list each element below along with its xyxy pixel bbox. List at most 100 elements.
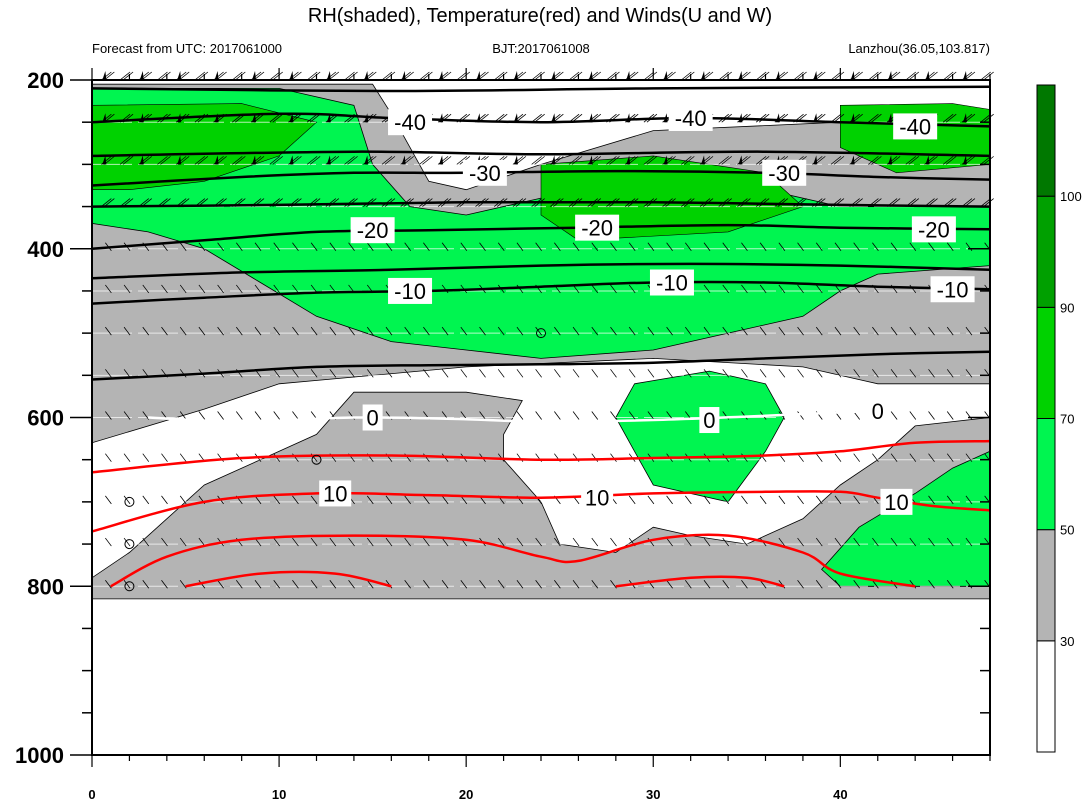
contour-label-bg xyxy=(699,407,720,434)
wind-barb xyxy=(741,326,748,336)
rh-region-green xyxy=(821,450,991,587)
wind-barb xyxy=(759,580,767,589)
forecast-subtitle: Forecast from UTC: 2017061000 xyxy=(92,41,282,56)
wind-barb xyxy=(684,495,692,505)
wind-barb xyxy=(703,242,711,251)
wind-flag xyxy=(962,113,967,123)
wind-barb xyxy=(347,71,358,81)
wind-barb xyxy=(554,537,561,547)
wind-barb xyxy=(703,369,711,378)
wind-barb xyxy=(292,495,299,505)
wind-barb xyxy=(646,71,658,81)
wind-barb xyxy=(554,580,561,589)
wind-barb xyxy=(628,369,636,378)
wind-barb xyxy=(610,284,617,294)
wind-flag xyxy=(102,71,107,80)
wind-barb xyxy=(531,71,542,81)
wind-barb xyxy=(344,156,355,165)
wind-barb xyxy=(419,156,430,165)
wind-barb xyxy=(909,411,917,420)
wind-barb xyxy=(741,537,748,547)
contour-label-bg xyxy=(911,216,956,243)
x-tick-label: 20 xyxy=(459,787,473,802)
wind-barb xyxy=(310,369,318,378)
wind-barb xyxy=(105,453,112,462)
wind-flag xyxy=(214,71,219,80)
wind-barb xyxy=(834,495,842,505)
wind-barb xyxy=(572,242,580,251)
plot-area: -40 -40 -40 -30 -30 -20 -20 -20 -10 -10 -10 0 0 0 10 10… xyxy=(15,68,994,802)
wind-barb xyxy=(945,113,957,123)
y-tick-label: 600 xyxy=(27,406,64,431)
wind-barb xyxy=(269,71,280,81)
wind-barb xyxy=(254,580,262,589)
wind-flag xyxy=(850,155,855,165)
wind-barb xyxy=(516,284,524,294)
wind-barb xyxy=(872,369,879,378)
wind-barb xyxy=(815,580,823,589)
contour-label: -40 xyxy=(899,114,931,139)
wind-barb xyxy=(423,537,430,547)
wind-barb xyxy=(122,71,134,81)
wind-barb xyxy=(853,580,861,589)
wind-flag xyxy=(139,155,144,165)
wind-barb xyxy=(868,156,879,165)
wind-barb xyxy=(217,326,224,336)
wind-barb xyxy=(423,242,430,251)
wind-flag xyxy=(326,155,331,165)
wind-barb xyxy=(479,411,486,420)
wind-flag xyxy=(401,71,406,80)
wind-barb xyxy=(142,326,150,336)
wind-barb xyxy=(105,580,112,589)
wind-barb xyxy=(235,156,246,165)
wind-barb xyxy=(853,326,861,336)
contour-label-bg xyxy=(668,104,713,131)
wind-barb xyxy=(684,242,692,251)
isotherm-line-warm xyxy=(110,533,916,588)
wind-barb xyxy=(142,580,150,589)
wind-barb xyxy=(292,537,299,547)
wind-barb xyxy=(404,495,412,505)
wind-barb xyxy=(366,580,374,589)
wind-barb xyxy=(833,156,845,165)
wind-barb xyxy=(366,326,374,336)
calm-wind-marker xyxy=(124,581,135,592)
wind-barb xyxy=(385,369,393,378)
wind-barb xyxy=(610,369,617,378)
wind-barb xyxy=(684,369,692,378)
wind-barb xyxy=(666,537,673,547)
wind-barb xyxy=(385,495,393,505)
wind-barb xyxy=(703,326,711,336)
wind-barb xyxy=(890,537,898,547)
colorbar-swatch xyxy=(1036,529,1056,642)
wind-barb xyxy=(610,411,617,420)
wind-barb xyxy=(534,71,545,81)
wind-barb xyxy=(306,71,318,81)
wind-barb xyxy=(381,71,393,81)
wind-barb xyxy=(834,453,842,462)
wind-barb xyxy=(718,156,729,165)
wind-barb xyxy=(647,326,655,336)
wind-barb xyxy=(834,326,842,336)
wind-barb xyxy=(853,242,861,251)
wind-barb xyxy=(946,242,954,251)
wind-barb xyxy=(105,537,112,547)
wind-barb xyxy=(946,537,954,547)
wind-barb xyxy=(535,369,542,378)
wind-barb xyxy=(217,284,224,294)
wind-barb xyxy=(273,326,281,336)
y-tick-label: 200 xyxy=(27,68,64,93)
wind-barb xyxy=(235,411,243,420)
wind-barb xyxy=(797,326,804,336)
calm-wind-marker xyxy=(311,454,322,465)
wind-flag xyxy=(439,71,444,80)
wind-barb xyxy=(684,156,695,165)
wind-barb xyxy=(310,242,318,251)
temperature-contour xyxy=(91,223,991,251)
wind-barb xyxy=(292,242,299,251)
wind-flag xyxy=(551,71,556,80)
wind-barb xyxy=(666,369,673,378)
contour-label-bg xyxy=(893,113,938,140)
wind-barb xyxy=(628,242,636,251)
